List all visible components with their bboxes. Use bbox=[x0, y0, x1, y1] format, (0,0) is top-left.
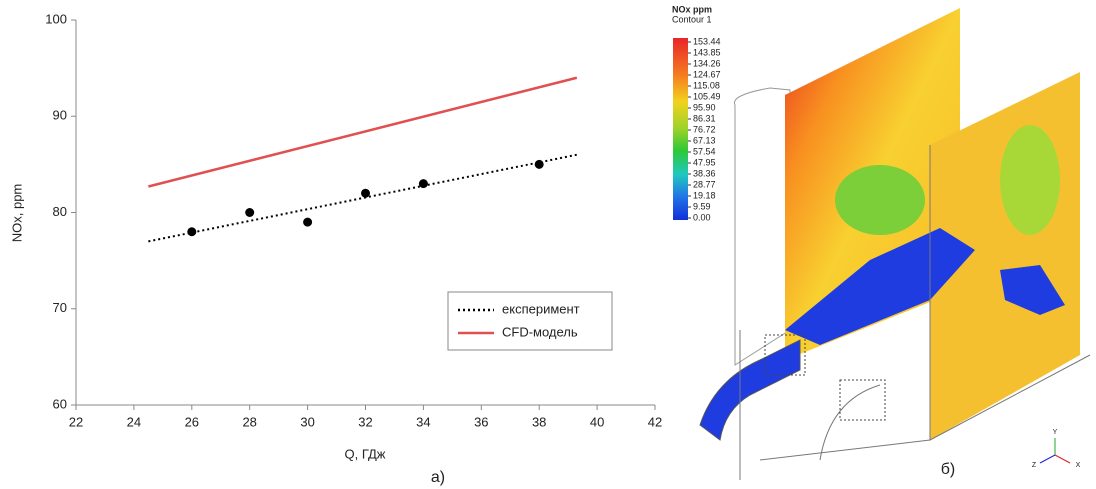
axis bbox=[1039, 454, 1056, 464]
colorbar-scale bbox=[673, 38, 688, 220]
point bbox=[361, 188, 370, 198]
colorbar-label: 105.49 bbox=[693, 91, 721, 101]
y-tick-label: 100 bbox=[45, 11, 67, 26]
outline bbox=[739, 145, 1091, 480]
region bbox=[835, 165, 925, 235]
colorbar-label: 95.90 bbox=[693, 102, 716, 112]
colorbar-label: 76.72 bbox=[693, 124, 716, 134]
colorbar-label: 19.18 bbox=[693, 190, 716, 200]
axis-triad: Y X Z bbox=[1032, 429, 1081, 469]
burner bbox=[839, 379, 886, 421]
x-tick-label: 32 bbox=[358, 414, 372, 429]
line bbox=[148, 76, 578, 188]
region bbox=[1000, 265, 1065, 315]
caption: а) bbox=[431, 469, 445, 486]
colorbar-label: 0.00 bbox=[693, 212, 711, 222]
colorbar-label: 47.95 bbox=[693, 157, 716, 167]
legend: експеримент CFD-модель bbox=[447, 291, 613, 351]
point bbox=[187, 227, 197, 237]
y-tick-label: 60 bbox=[53, 396, 67, 411]
x-tick-label: 30 bbox=[300, 414, 314, 429]
colorbar-label: 134.26 bbox=[693, 58, 721, 68]
colorbar-label: 86.31 bbox=[693, 113, 716, 123]
trend-line bbox=[148, 153, 578, 243]
y-tick-label: 70 bbox=[53, 300, 67, 315]
y-axis-label: NOx, ppm bbox=[9, 184, 24, 243]
colorbar-label: 57.54 bbox=[693, 146, 716, 156]
x-tick-label: 38 bbox=[532, 414, 546, 429]
point bbox=[245, 208, 255, 217]
colorbar-label: 153.44 bbox=[693, 36, 721, 46]
axis-label: Z bbox=[1032, 462, 1037, 469]
region bbox=[785, 228, 975, 345]
colorbar-label: 67.13 bbox=[693, 135, 716, 145]
axis-label: X bbox=[1076, 462, 1081, 469]
x-axis-label: Q, ГДж bbox=[344, 446, 385, 461]
colorbar-label: 143.85 bbox=[693, 47, 721, 57]
colorbar-label: 28.77 bbox=[693, 179, 716, 189]
colorbar-label: 38.36 bbox=[693, 168, 716, 178]
colorbar-label: 9.59 bbox=[693, 201, 711, 211]
y-tick-label: 80 bbox=[53, 204, 67, 219]
caption: б) bbox=[941, 461, 956, 478]
colorbar-subtitle: Contour 1 bbox=[672, 14, 712, 24]
point bbox=[303, 217, 313, 227]
axis bbox=[1054, 454, 1071, 464]
x-tick-label: 34 bbox=[416, 414, 430, 429]
colorbar-label: 115.08 bbox=[693, 80, 720, 90]
region bbox=[1000, 125, 1060, 235]
x-tick-label: 36 bbox=[474, 414, 488, 429]
x-tick-label: 28 bbox=[242, 414, 256, 429]
legend-label: CFD-модель bbox=[502, 324, 578, 339]
legend-label: експеримент bbox=[502, 301, 580, 316]
point bbox=[534, 159, 544, 169]
colorbar-label: 124.67 bbox=[693, 69, 721, 79]
outline bbox=[733, 87, 791, 366]
x-tick-label: 22 bbox=[69, 414, 83, 429]
burner bbox=[764, 334, 806, 376]
colorbar: NOx ppm Contour 1 153.44143.85134.26124.… bbox=[672, 4, 721, 222]
x-tick-label: 40 bbox=[590, 414, 604, 429]
point bbox=[418, 179, 428, 189]
y-tick-label: 90 bbox=[53, 108, 67, 123]
duct bbox=[699, 339, 801, 441]
x-tick-label: 42 bbox=[648, 414, 662, 429]
legend-box bbox=[447, 291, 613, 351]
x-tick-label: 26 bbox=[185, 414, 199, 429]
colorbar-title: NOx ppm bbox=[672, 4, 712, 14]
cfd-render bbox=[699, 8, 1091, 480]
axis-label: Y bbox=[1053, 429, 1058, 436]
x-tick-label: 24 bbox=[127, 414, 141, 429]
